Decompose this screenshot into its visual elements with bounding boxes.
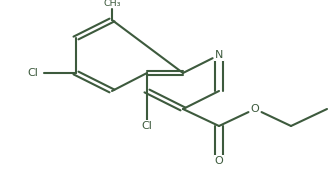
Text: N: N <box>215 50 223 60</box>
Text: O: O <box>215 156 223 166</box>
Text: O: O <box>251 104 259 114</box>
Text: Cl: Cl <box>28 68 38 78</box>
Text: CH₃: CH₃ <box>103 0 121 8</box>
Text: Cl: Cl <box>142 121 153 131</box>
